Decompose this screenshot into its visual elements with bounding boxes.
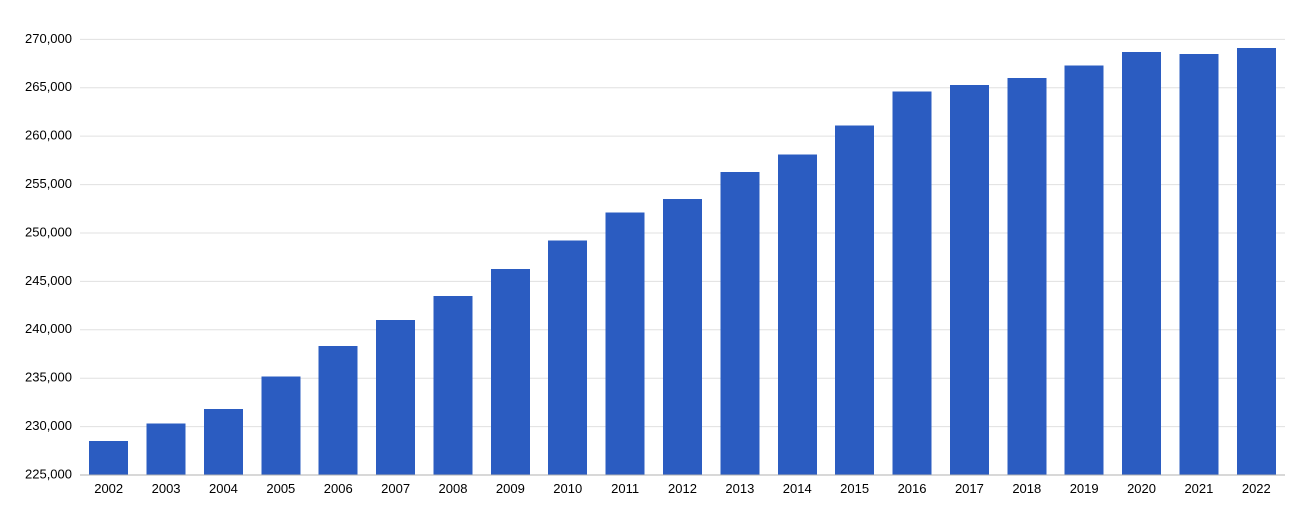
x-axis-tick-label: 2018: [1012, 481, 1041, 496]
bar: [893, 92, 932, 475]
bar: [548, 241, 587, 475]
x-axis-tick-label: 2010: [553, 481, 582, 496]
bar: [720, 172, 759, 475]
x-axis-tick-label: 2002: [94, 481, 123, 496]
x-axis-tick-label: 2014: [783, 481, 812, 496]
x-axis-tick-label: 2019: [1070, 481, 1099, 496]
x-axis-tick-label: 2004: [209, 481, 238, 496]
x-axis-tick-label: 2017: [955, 481, 984, 496]
x-axis-tick-label: 2016: [898, 481, 927, 496]
bar: [204, 409, 243, 475]
x-axis-tick-label: 2022: [1242, 481, 1271, 496]
bar: [376, 320, 415, 475]
y-axis-tick-label: 245,000: [25, 273, 72, 288]
y-axis-tick-label: 235,000: [25, 370, 72, 385]
y-axis-tick-label: 270,000: [25, 31, 72, 46]
bar: [663, 199, 702, 475]
bar: [606, 213, 645, 475]
bar: [261, 376, 300, 475]
bar: [319, 346, 358, 475]
y-axis-tick-label: 250,000: [25, 224, 72, 239]
x-axis-tick-label: 2007: [381, 481, 410, 496]
y-axis-tick-label: 225,000: [25, 466, 72, 481]
bar-chart: 225,000 230,000 235,000 240,000 245,000 250,0…: [0, 0, 1305, 510]
bar: [1007, 78, 1046, 475]
x-axis-tick-label: 2012: [668, 481, 697, 496]
bar: [835, 126, 874, 475]
x-axis-tick-label: 2020: [1127, 481, 1156, 496]
bar: [1122, 52, 1161, 475]
x-axis-tick-label: 2021: [1184, 481, 1213, 496]
bar: [1179, 54, 1218, 475]
x-axis-tick-label: 2008: [439, 481, 468, 496]
bar: [950, 85, 989, 475]
bar: [491, 269, 530, 475]
x-axis-tick-label: 2003: [152, 481, 181, 496]
x-axis-tick-label: 2006: [324, 481, 353, 496]
x-axis-tick-label: 2009: [496, 481, 525, 496]
bar: [1237, 48, 1276, 475]
x-axis-tick-label: 2015: [840, 481, 869, 496]
bar: [778, 155, 817, 475]
x-axis-tick-label: 2013: [725, 481, 754, 496]
y-axis-tick-label: 265,000: [25, 79, 72, 94]
bar: [89, 441, 128, 475]
y-axis-tick-label: 260,000: [25, 128, 72, 143]
bar: [147, 424, 186, 475]
x-axis-tick-label: 2011: [611, 481, 639, 496]
bar: [433, 296, 472, 475]
y-axis-tick-label: 240,000: [25, 321, 72, 336]
bar: [1065, 66, 1104, 476]
y-axis-tick-label: 255,000: [25, 176, 72, 191]
x-axis-tick-label: 2005: [266, 481, 295, 496]
y-axis-tick-label: 230,000: [25, 418, 72, 433]
